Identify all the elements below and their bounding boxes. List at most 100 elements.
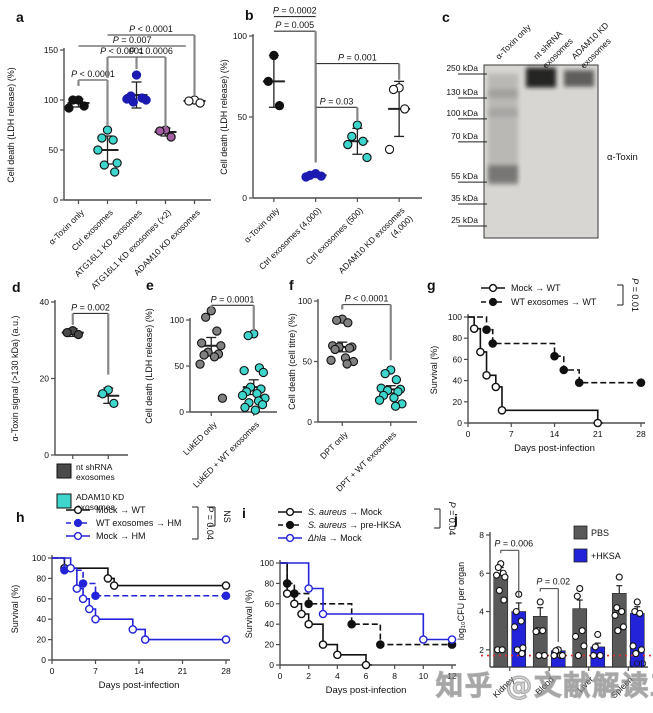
legend-label: WT exosomes → WT xyxy=(511,297,597,307)
panel-h: h Mock → WT WT exosomes → HM Mock → HM P = 0… xyxy=(2,500,238,710)
p-value-label: P < 0.0001 xyxy=(71,69,115,79)
y-tick-label: 8 xyxy=(479,530,484,540)
data-point xyxy=(495,586,503,595)
legend-marker xyxy=(488,283,498,293)
y-tick-label: 6 xyxy=(479,568,484,578)
blot-band xyxy=(488,89,518,98)
y-tick-label: 0 xyxy=(179,407,184,417)
legend-label: Δhla → Mock xyxy=(307,533,362,543)
data-point xyxy=(243,330,253,341)
data-point xyxy=(476,347,485,357)
data-point xyxy=(343,139,353,150)
data-point xyxy=(91,591,100,601)
data-point xyxy=(536,598,544,606)
panel-f: f 0 50 100 Cell death (cell titre) (%) DPT on… xyxy=(283,276,425,508)
legend-label: Mock → WT xyxy=(511,283,561,293)
data-point xyxy=(62,327,72,338)
data-point xyxy=(109,398,119,409)
panel-e-chart: e 0 50 100 Cell death (LDH release) (%) LukED… xyxy=(144,277,277,490)
mw-marker-label: 130 kDa xyxy=(446,87,478,97)
data-point xyxy=(195,359,205,369)
data-point xyxy=(73,329,83,340)
y-axis-title: Cell death (LDH release) (%) xyxy=(219,59,229,175)
x-tick-label: 12 xyxy=(447,671,457,681)
legend-marker xyxy=(73,531,83,541)
x-tick-label: α-Toxin only xyxy=(242,205,282,245)
panel-j: j 2 4 6 8 log₁₀CFU per organ Kidney Blood Liver S… xyxy=(452,500,653,710)
data-point xyxy=(79,101,89,111)
data-point xyxy=(512,607,520,616)
data-point xyxy=(108,135,118,145)
y-tick-label: 100 xyxy=(44,95,58,105)
x-tick-label: 28 xyxy=(636,429,646,439)
p-value-label: NS xyxy=(222,510,232,523)
y-tick-label: 100 xyxy=(448,312,462,322)
y-axis-title: α-Toxin signal (>130 kDa) (a.u.) xyxy=(10,315,20,441)
data-point xyxy=(550,351,559,361)
x-tick-label: 7 xyxy=(509,429,514,439)
mw-marker-label: 35 kDa xyxy=(451,193,478,203)
y-axis-title: Survival (%) xyxy=(10,585,20,634)
x-axis-title: Days post-infection xyxy=(326,685,407,696)
data-point xyxy=(141,95,151,105)
data-point xyxy=(304,619,313,629)
data-point xyxy=(269,50,279,61)
data-point xyxy=(97,133,107,143)
y-tick-label: 20 xyxy=(453,397,463,407)
panel-e: e 0 50 100 Cell death (LDH release) (%) LukED… xyxy=(140,276,285,508)
legend-label: PBS xyxy=(591,528,609,538)
legend-marker xyxy=(73,505,83,515)
survival-curve-1 xyxy=(52,557,226,587)
data-point xyxy=(197,338,207,348)
y-tick-label: 100 xyxy=(260,558,274,568)
legend-marker xyxy=(285,520,295,530)
data-point xyxy=(361,660,371,670)
data-point xyxy=(344,343,355,353)
data-point xyxy=(128,97,138,107)
data-point xyxy=(221,635,231,644)
legend-label: ADAM10 KD xyxy=(76,492,124,502)
y-tick-label: 50 xyxy=(303,357,313,367)
x-tick-label: 8 xyxy=(392,671,397,681)
legend-label: nt shRNA xyxy=(76,462,113,472)
legend-label: exosomes xyxy=(76,472,115,482)
y-axis-title: Cell death (cell titre) (%) xyxy=(287,313,297,410)
data-point xyxy=(419,635,428,644)
legend-swatch xyxy=(573,548,588,563)
y-tick-label: 150 xyxy=(44,45,58,55)
x-tick-label: 0 xyxy=(466,429,471,439)
p-value-label: P = 0.006 xyxy=(494,538,533,548)
y-tick-label: 40 xyxy=(453,376,463,386)
panel-d-chart: d 0 20 40 α-Toxin signal (>130 kDa) (a.u.) P … xyxy=(10,279,128,512)
p-value-label: P = 0.04 xyxy=(447,502,457,536)
data-point xyxy=(91,614,100,624)
data-point xyxy=(318,640,328,649)
x-tick-label: 6 xyxy=(364,671,369,681)
data-point xyxy=(559,365,569,375)
blot-band xyxy=(564,70,594,87)
bar-PBS-Blood xyxy=(532,616,548,668)
data-point xyxy=(239,365,249,376)
p-value-label: P = 0.007 xyxy=(113,35,152,45)
y-tick-label: 80 xyxy=(37,573,47,583)
y-tick-label: 20 xyxy=(40,374,50,384)
y-tick-label: 60 xyxy=(265,599,275,609)
data-point xyxy=(574,378,584,388)
panel-i: i S. aureus → Mock S. aureus → pre-HKSA Δhl… xyxy=(238,500,462,710)
panel-letter-b: b xyxy=(245,7,254,23)
data-point xyxy=(78,579,88,588)
panel-c: c α-Toxin only nt shRNA exosomes ADAM10 KD ex… xyxy=(428,6,653,270)
data-point xyxy=(304,584,313,593)
panel-letter-a: a xyxy=(16,9,24,25)
data-point xyxy=(282,579,292,588)
data-point xyxy=(237,390,248,401)
x-tick-label: 4 xyxy=(335,671,340,681)
p-value-label: P < 0.0001 xyxy=(345,294,389,304)
data-point xyxy=(376,640,385,649)
data-point xyxy=(184,96,194,106)
data-point xyxy=(98,389,108,399)
data-point xyxy=(343,318,353,328)
data-point xyxy=(613,604,621,612)
y-tick-label: 100 xyxy=(233,31,247,41)
